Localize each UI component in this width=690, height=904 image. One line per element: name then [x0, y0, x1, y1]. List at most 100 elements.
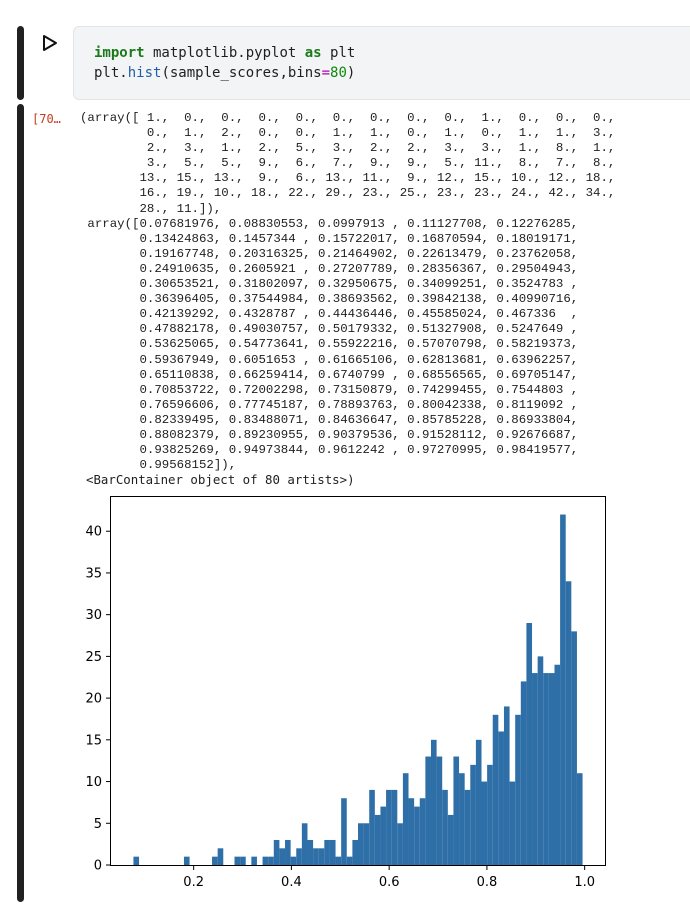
y-tick-label: 20	[85, 692, 102, 707]
histogram-bar	[352, 839, 359, 865]
histogram-bar	[481, 781, 488, 865]
x-tick-label: 0.8	[477, 875, 498, 890]
histogram-bar	[408, 798, 415, 865]
histogram-bar	[341, 798, 347, 865]
histogram-bar	[329, 839, 336, 865]
histogram-bar	[240, 856, 246, 865]
module-alias: plt	[321, 45, 356, 61]
histogram-bar	[459, 773, 465, 865]
histogram-bar	[358, 823, 364, 865]
histogram-bar	[386, 789, 392, 865]
run-cell-button[interactable]	[40, 33, 60, 53]
y-tick-label: 40	[85, 525, 102, 540]
histogram-bar	[212, 856, 218, 865]
histogram-bar	[447, 814, 454, 865]
y-tick-label: 30	[85, 608, 102, 623]
y-tick-label: 35	[85, 566, 102, 581]
histogram-bar	[183, 856, 190, 865]
output-cell-gutter	[17, 104, 24, 902]
function-name: hist	[127, 65, 162, 81]
histogram-bar	[453, 756, 460, 865]
histogram-bar	[414, 806, 420, 865]
histogram-bar	[571, 631, 577, 865]
x-tick-label: 0.2	[183, 875, 204, 890]
x-tick-label: 1.0	[574, 875, 595, 890]
histogram-bar	[509, 781, 516, 865]
code-line-2: plt.hist(sample_scores,bins=80)	[94, 63, 355, 83]
histogram-bar	[548, 673, 555, 865]
histogram-bar	[537, 656, 544, 865]
play-icon	[43, 35, 57, 51]
histogram-bar	[290, 856, 297, 865]
code-cell-gutter	[17, 26, 24, 100]
histogram-bar	[436, 756, 443, 865]
histogram-bar	[442, 789, 448, 865]
histogram-bar	[526, 623, 533, 865]
histogram-bar	[324, 839, 330, 865]
histogram-bar	[402, 773, 409, 865]
histogram-bar	[234, 856, 241, 865]
y-tick-label: 0	[94, 859, 102, 874]
module-name: matplotlib.pyplot	[144, 45, 305, 61]
histogram-bar	[560, 514, 566, 865]
x-tick-label: 0.6	[379, 875, 400, 890]
histogram-bar	[335, 856, 342, 865]
y-tick-label: 5	[94, 817, 102, 832]
y-tick-label: 15	[85, 733, 102, 748]
histogram-bar	[273, 839, 280, 865]
histogram-bar	[576, 773, 583, 865]
histogram-bar	[520, 681, 527, 865]
histogram-bar	[374, 814, 381, 865]
y-tick-label: 25	[85, 650, 102, 665]
object-name: plt.	[94, 65, 128, 81]
y-tick-label: 10	[85, 775, 102, 790]
histogram-bar	[425, 756, 431, 865]
close-paren: )	[346, 65, 356, 81]
keyword-as: as	[304, 45, 322, 61]
histogram-bar	[133, 856, 140, 865]
function-args: (sample_scores,bins	[161, 65, 322, 81]
histogram-bar	[217, 848, 224, 865]
histogram-bar	[296, 848, 302, 865]
bins-value: 80	[330, 65, 347, 81]
equals-sign: =	[321, 65, 331, 81]
output-container-text: <BarContainer object of 80 artists>)	[86, 472, 355, 487]
code-editor[interactable]: import matplotlib.pyplot as plt plt.hist…	[73, 26, 690, 100]
histogram-bar	[307, 839, 314, 865]
histogram-bar	[318, 848, 325, 865]
histogram-bar	[397, 823, 403, 865]
histogram-bar	[492, 714, 499, 865]
histogram-bar	[301, 823, 308, 865]
output-counts-text: (array([ 1., 0., 0., 0., 0., 0., 0., 0.,…	[80, 111, 616, 473]
histogram-bar	[543, 673, 549, 865]
histogram-bar	[285, 839, 291, 865]
histogram-bar	[554, 664, 561, 865]
histogram-bar	[464, 789, 471, 865]
y-axis: 0 5 10 15 20 25 30 35 40	[85, 525, 111, 874]
histogram-bar	[380, 806, 387, 865]
histogram-bar	[369, 789, 375, 865]
histogram-bar	[515, 714, 521, 865]
histogram-bar	[470, 764, 476, 865]
code-line-1: import matplotlib.pyplot as plt	[94, 43, 355, 63]
histogram-bar	[363, 823, 370, 865]
keyword-import: import	[94, 45, 145, 61]
histogram-bar	[391, 789, 398, 865]
histogram-bar	[498, 731, 504, 865]
histogram-bars	[133, 514, 583, 865]
histogram-bar	[251, 856, 257, 865]
histogram-bar	[313, 848, 319, 865]
histogram-bar	[475, 739, 482, 865]
histogram-bar	[262, 856, 269, 865]
histogram-bar	[346, 856, 353, 865]
histogram-bar	[565, 581, 572, 865]
histogram-bar	[487, 764, 493, 865]
histogram-bar	[268, 856, 274, 865]
x-tick-label: 0.4	[281, 875, 302, 890]
histogram-bar	[503, 706, 510, 865]
plot-frame	[110, 496, 606, 866]
histogram-bar	[419, 798, 426, 865]
x-axis: 0.2 0.4 0.6 0.8 1.0	[183, 865, 595, 890]
histogram-bar	[430, 739, 437, 865]
histogram-bar	[532, 673, 538, 865]
